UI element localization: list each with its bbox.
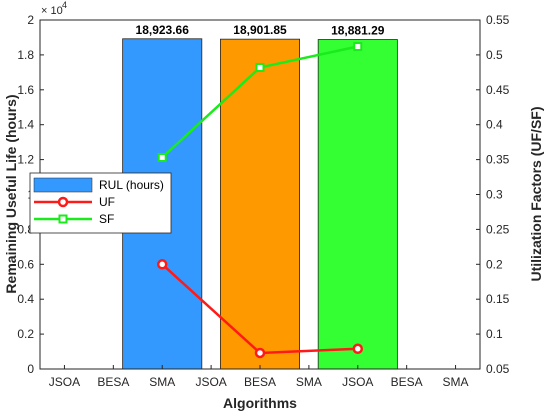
y-right-tick-label-9: 0.5	[486, 48, 503, 62]
x-tick-label-5: SMA	[296, 375, 322, 389]
y-tick-label-9: 1.8	[17, 48, 34, 62]
bar-2	[317, 39, 398, 370]
y-right-tick-label-8: 0.45	[486, 83, 510, 97]
y-right-tick-label-2: 0.15	[486, 292, 510, 306]
y-tick-label-0: 0	[27, 362, 34, 376]
x-tick-label-7: BESA	[391, 375, 423, 389]
y-tick-label-6: 1.2	[17, 153, 34, 167]
x-axis-label: Algorithms	[223, 395, 297, 411]
y-tick-label-8: 1.6	[17, 83, 34, 97]
point-uf-0	[156, 259, 168, 270]
x-tick-label-6: JSOA	[342, 375, 373, 389]
lines-layer	[156, 42, 364, 359]
legend-marker-sf	[58, 214, 68, 224]
y-right-tick-label-4: 0.25	[486, 222, 510, 236]
y-right-tick-label-3: 0.2	[486, 257, 503, 271]
y-right-tick-label-1: 0.1	[486, 327, 503, 341]
legend-label-rul: RUL (hours)	[99, 178, 164, 192]
y-right-axis-label: Utilization Factors (UF/SF)	[528, 107, 544, 282]
legend-label-uf: UF	[99, 195, 115, 209]
y-tick-label-1: 0.2	[17, 327, 34, 341]
legend-label-sf: SF	[99, 212, 114, 226]
x-tick-label-8: SMA	[443, 375, 469, 389]
y-right-tick-label-0: 0.05	[486, 362, 510, 376]
y-tick-label-3: 0.6	[17, 257, 34, 271]
bar-label-2: 18,881.29	[331, 24, 385, 38]
x-tick-label-2: SMA	[149, 375, 175, 389]
x-tick-label-4: BESA	[244, 375, 276, 389]
legend-marker-uf	[57, 196, 69, 208]
bar-1	[219, 38, 300, 370]
point-sf-2	[353, 42, 363, 52]
y-axis-label: Remaining Useful Life (hours)	[3, 94, 19, 293]
y-right-tick-label-5: 0.3	[486, 188, 503, 202]
x-tick-label-1: BESA	[97, 375, 129, 389]
point-uf-1	[254, 347, 266, 359]
y-right-tick-label-10: 0.55	[486, 13, 510, 27]
x-tick-label-0: JSOA	[49, 375, 80, 389]
y-tick-label-7: 1.4	[17, 118, 34, 132]
bar-label-0: 18,923.66	[136, 23, 190, 37]
point-sf-0	[157, 153, 167, 163]
y-right-tick-label-6: 0.35	[486, 153, 510, 167]
legend: RUL (hours) UF SF	[29, 172, 172, 234]
legend-swatch-rul	[33, 177, 93, 193]
x-tick-label-3: JSOA	[195, 375, 226, 389]
bar-label-1: 18,901.85	[233, 23, 287, 37]
point-sf-1	[255, 62, 265, 72]
ticks-layer: 00.20.40.60.811.21.41.61.820.050.10.150.…	[17, 13, 509, 389]
y-exponent-power: 4	[62, 0, 67, 10]
point-uf-2	[352, 343, 364, 355]
y-exponent-base: × 10	[41, 5, 63, 17]
y-tick-label-2: 0.4	[17, 292, 34, 306]
y-right-tick-label-7: 0.4	[486, 118, 503, 132]
y-tick-label-10: 2	[27, 13, 34, 27]
